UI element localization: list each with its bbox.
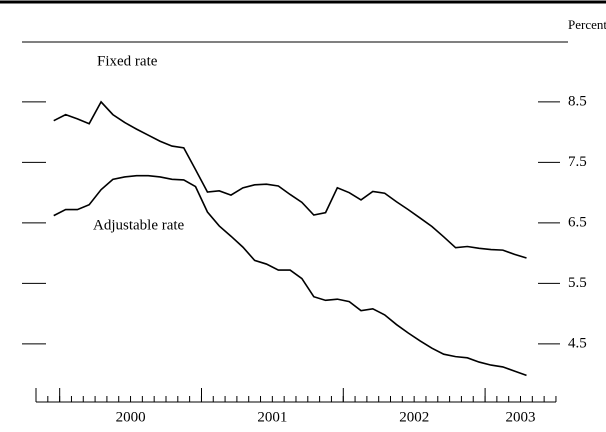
y-tick-label: 6.5 xyxy=(568,214,587,230)
y-tick-label: 7.5 xyxy=(568,154,587,170)
annotation: Adjustable rate xyxy=(93,217,185,233)
line-series xyxy=(53,174,527,377)
y-axis-label: Percent xyxy=(568,17,606,32)
line-series xyxy=(53,100,527,259)
x-tick-label: 2000 xyxy=(116,409,146,425)
annotation: Fixed rate xyxy=(97,53,158,69)
y-tick-label: 5.5 xyxy=(568,275,587,291)
x-tick-label: 2001 xyxy=(257,409,287,425)
y-tick-label: 8.5 xyxy=(568,93,587,109)
y-tick-label: 4.5 xyxy=(568,335,587,351)
x-tick-label: 2002 xyxy=(399,409,429,425)
x-tick-label: 2003 xyxy=(506,409,536,425)
